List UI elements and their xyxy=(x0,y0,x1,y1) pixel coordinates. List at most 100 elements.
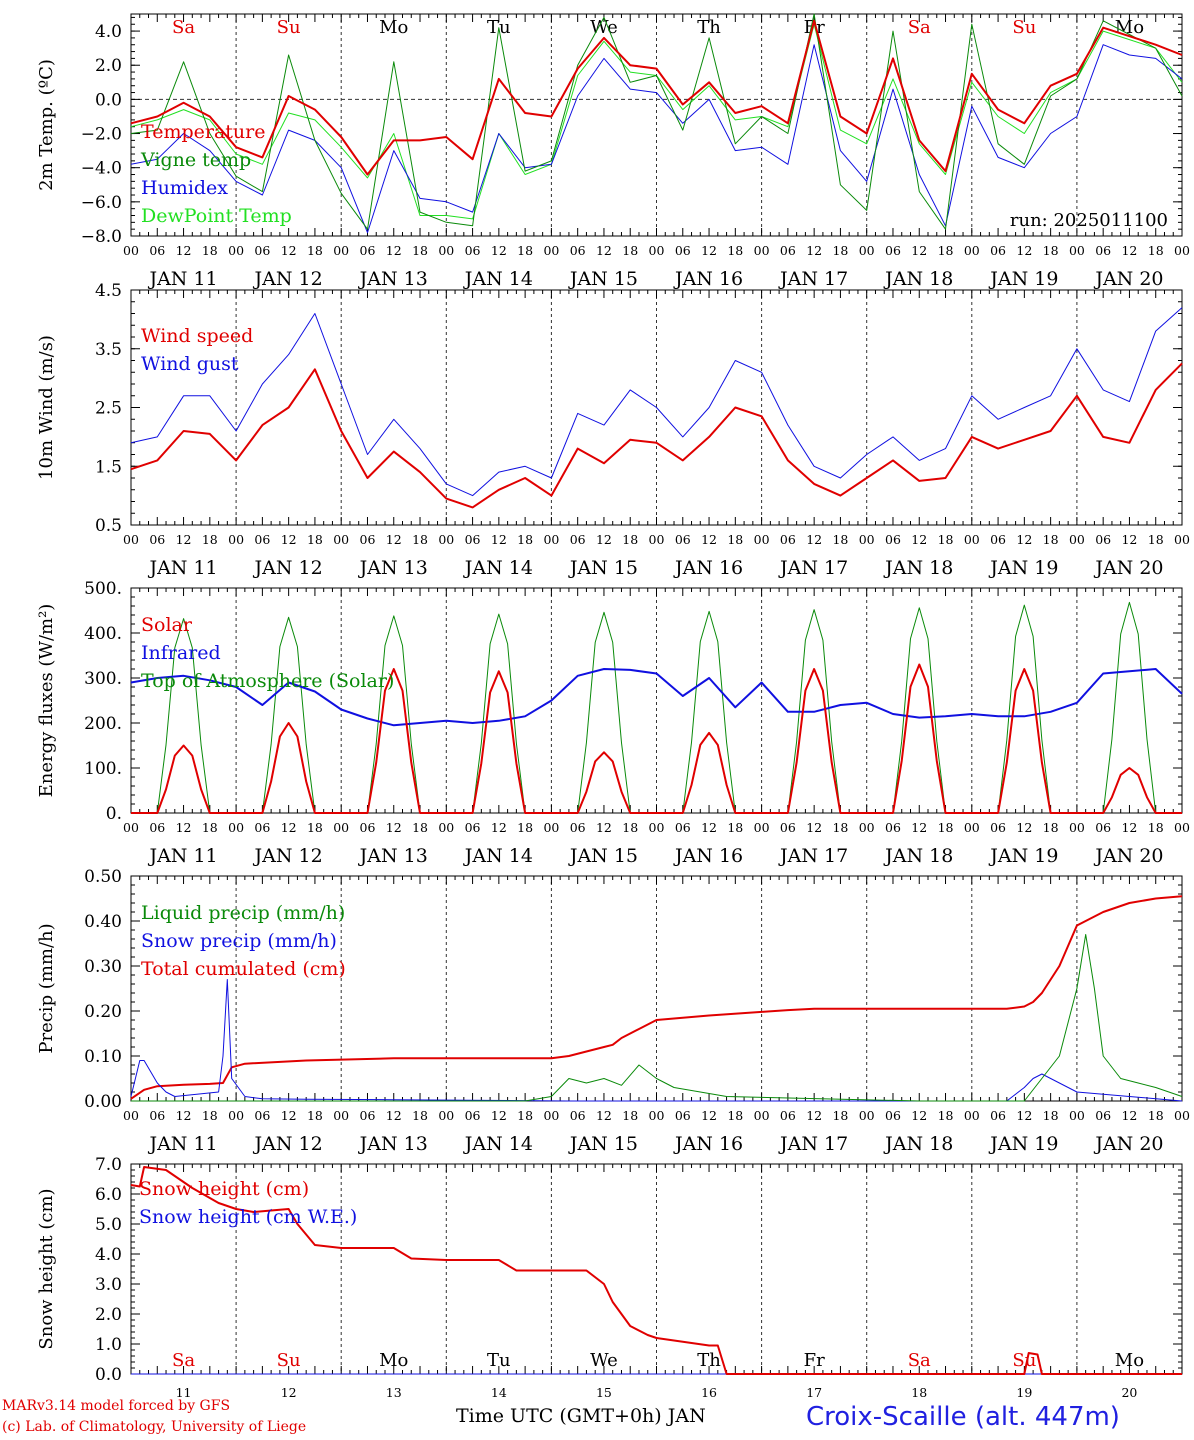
hour-tick-label: 00 xyxy=(649,820,665,835)
hour-tick-label: 06 xyxy=(465,243,481,258)
hour-tick-label: 18 xyxy=(727,820,743,835)
date-label: JAN 18 xyxy=(883,845,953,867)
hour-tick-label: 18 xyxy=(832,532,848,547)
date-label: JAN 15 xyxy=(568,557,638,579)
hour-tick-label: 00 xyxy=(754,243,770,258)
hour-tick-label: 00 xyxy=(228,1108,244,1123)
day-number-label: 12 xyxy=(281,1385,297,1400)
hour-tick-label: 00 xyxy=(964,532,980,547)
hour-tick-label: 06 xyxy=(1095,243,1111,258)
date-label: JAN 18 xyxy=(883,268,953,290)
hour-tick-label: 06 xyxy=(254,1108,270,1123)
y-tick-label: 500. xyxy=(84,579,122,599)
y-tick-label: 0.5 xyxy=(95,516,122,536)
y-axis-label: 10m Wind (m/s) xyxy=(36,335,57,480)
hour-tick-label: 00 xyxy=(754,1108,770,1123)
weekday-label: Su xyxy=(1012,17,1036,38)
hour-tick-label: 18 xyxy=(412,820,428,835)
weekday-label: Fr xyxy=(804,1350,825,1371)
series-line-humidex xyxy=(130,44,1183,234)
hour-tick-label: 18 xyxy=(1148,243,1164,258)
y-axis-label: Snow height (cm) xyxy=(36,1188,57,1349)
time-axis-label: Time UTC (GMT+0h) JAN xyxy=(456,1405,706,1427)
y-tick-label: 3.0 xyxy=(95,1275,122,1295)
hour-tick-label: 12 xyxy=(281,243,297,258)
y-tick-label: 2.0 xyxy=(95,56,122,76)
hour-tick-label: 12 xyxy=(281,532,297,547)
weekday-label: Sa xyxy=(172,17,195,38)
hour-tick-label: 12 xyxy=(806,243,822,258)
y-tick-label: 4.0 xyxy=(95,1245,122,1265)
hour-tick-label: 12 xyxy=(1016,532,1032,547)
hour-tick-label: 18 xyxy=(622,820,638,835)
day-number-label: 16 xyxy=(701,1385,717,1400)
hour-tick-label: 00 xyxy=(333,820,349,835)
y-tick-label: −2.0 xyxy=(81,125,122,145)
hour-tick-label: 12 xyxy=(806,1108,822,1123)
hour-tick-label: 00 xyxy=(1069,532,1085,547)
hour-tick-label: 12 xyxy=(176,1108,192,1123)
hour-tick-label: 12 xyxy=(386,532,402,547)
hour-tick-label: 06 xyxy=(465,1108,481,1123)
day-number-label: 14 xyxy=(491,1385,507,1400)
hour-tick-label: 12 xyxy=(701,820,717,835)
legend-entry: Solar xyxy=(141,614,193,636)
weekday-label: Mo xyxy=(1115,17,1144,38)
weekday-label: Sa xyxy=(908,17,931,38)
hour-tick-label: 06 xyxy=(360,532,376,547)
hour-tick-label: 06 xyxy=(149,820,165,835)
date-label: JAN 17 xyxy=(778,1133,848,1155)
hour-tick-label: 06 xyxy=(675,1108,691,1123)
hour-tick-label: 12 xyxy=(176,243,192,258)
hour-tick-label: 18 xyxy=(938,532,954,547)
hour-tick-label: 12 xyxy=(491,243,507,258)
hour-tick-label: 00 xyxy=(649,1108,665,1123)
hour-tick-label: 18 xyxy=(202,820,218,835)
hour-tick-label: 18 xyxy=(307,1108,323,1123)
y-tick-label: 2.0 xyxy=(95,1305,122,1325)
hour-tick-label: 18 xyxy=(727,1108,743,1123)
y-tick-label: 1.5 xyxy=(95,457,122,477)
y-tick-label: 0. xyxy=(106,804,122,824)
y-tick-label: 0.0 xyxy=(95,1365,122,1385)
y-axis-label: Energy fluxes (W/m²) xyxy=(36,604,57,798)
hour-tick-label: 00 xyxy=(1174,1108,1190,1123)
legend-entry: Snow precip (mm/h) xyxy=(141,930,337,952)
hour-tick-label: 00 xyxy=(123,532,139,547)
hour-tick-label: 18 xyxy=(202,243,218,258)
y-tick-label: 7.0 xyxy=(95,1155,122,1175)
date-label: JAN 16 xyxy=(673,1133,743,1155)
hour-tick-label: 06 xyxy=(254,243,270,258)
copyright-credit: (c) Lab. of Climatology, University of L… xyxy=(2,1419,307,1435)
weekday-label: Th xyxy=(697,1350,721,1371)
hour-tick-label: 06 xyxy=(360,1108,376,1123)
hour-tick-label: 18 xyxy=(832,243,848,258)
y-tick-label: 3.5 xyxy=(95,340,122,360)
run-annotation: run: 2025011100 xyxy=(1010,210,1168,231)
date-label: JAN 14 xyxy=(463,845,533,867)
hour-tick-label: 00 xyxy=(438,820,454,835)
date-label: JAN 12 xyxy=(253,845,323,867)
hour-tick-label: 00 xyxy=(438,532,454,547)
y-tick-label: 0.40 xyxy=(84,912,122,932)
date-label: JAN 18 xyxy=(883,557,953,579)
hour-tick-label: 18 xyxy=(938,243,954,258)
date-label: JAN 19 xyxy=(988,268,1058,290)
hour-tick-label: 18 xyxy=(622,1108,638,1123)
hour-tick-label: 00 xyxy=(438,1108,454,1123)
hour-tick-label: 00 xyxy=(1069,1108,1085,1123)
day-number-label: 11 xyxy=(176,1385,192,1400)
hour-tick-label: 12 xyxy=(596,820,612,835)
hour-tick-label: 00 xyxy=(859,532,875,547)
hour-tick-label: 06 xyxy=(149,243,165,258)
hour-tick-label: 00 xyxy=(1174,820,1190,835)
hour-tick-label: 00 xyxy=(543,820,559,835)
hour-tick-label: 06 xyxy=(1095,1108,1111,1123)
weekday-label: Su xyxy=(277,1350,301,1371)
hour-tick-label: 00 xyxy=(333,1108,349,1123)
hour-tick-label: 00 xyxy=(754,820,770,835)
legend-entry: Liquid precip (mm/h) xyxy=(141,902,345,924)
hour-tick-label: 06 xyxy=(780,820,796,835)
hour-tick-label: 18 xyxy=(1148,532,1164,547)
hour-tick-label: 18 xyxy=(1043,1108,1059,1123)
